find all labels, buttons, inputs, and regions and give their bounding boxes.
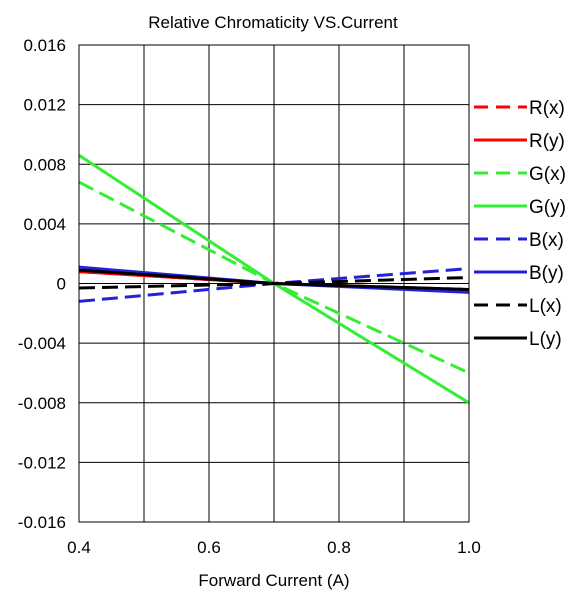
- x-tick-label: 1.0: [457, 538, 481, 557]
- y-tick-label: -0.004: [18, 334, 66, 353]
- plot-frame: [78, 44, 470, 523]
- y-tick-label: -0.012: [18, 453, 66, 472]
- y-tick-label: 0.016: [23, 36, 66, 55]
- y-tick-label: -0.016: [18, 513, 66, 532]
- legend-label: L(y): [529, 329, 562, 350]
- y-tick-label: 0.012: [23, 96, 66, 115]
- series-lines: [78, 154, 470, 405]
- y-axis-ticks: 0.016 0.012 0.008 0.004 0 -0.004 -0.008 -0.012 -…: [18, 36, 66, 532]
- y-tick-label: 0.008: [23, 155, 66, 174]
- series-line-ly: [78, 268, 470, 291]
- legend-label: G(x): [529, 164, 566, 185]
- legend-label: R(y): [529, 131, 565, 152]
- chart-title: Relative Chromaticity VS.Current: [148, 13, 398, 32]
- x-tick-label: 0.4: [67, 538, 91, 557]
- legend-label: B(y): [529, 263, 564, 284]
- y-tick-label: -0.008: [18, 394, 66, 413]
- legend-label: R(x): [529, 98, 565, 119]
- legend: R(x) R(y) G(x) G(y) B(x) B(y) L(x) L(y): [474, 98, 566, 350]
- y-tick-label: 0: [57, 275, 66, 294]
- legend-label: L(x): [529, 296, 562, 317]
- x-tick-label: 0.8: [327, 538, 351, 557]
- y-tick-label: 0.004: [23, 215, 66, 234]
- x-axis-ticks: 0.4 0.6 0.8 1.0: [67, 538, 481, 557]
- legend-label: B(x): [529, 230, 564, 251]
- legend-label: G(y): [529, 197, 566, 218]
- x-axis-label: Forward Current (A): [198, 571, 349, 590]
- x-tick-label: 0.6: [197, 538, 221, 557]
